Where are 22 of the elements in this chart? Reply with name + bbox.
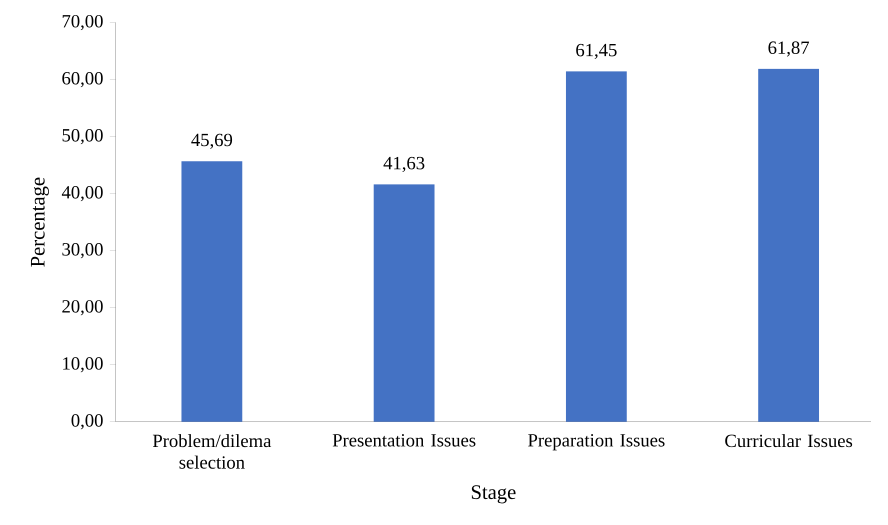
data-label: 45,69 (191, 134, 232, 150)
x-tick-label: Presentation Issues (332, 434, 476, 447)
data-label: 61,87 (768, 42, 810, 57)
x-tick-label: Preparation Issues (528, 434, 665, 450)
y-tick-label: 50,00 (62, 129, 103, 144)
y-tick-label: 40,00 (62, 186, 103, 202)
data-label: 41,63 (384, 156, 424, 172)
x-tick-label: Problem/dilema selection (152, 434, 272, 469)
bar (374, 184, 435, 422)
y-tick-label: 20,00 (62, 300, 103, 316)
y-tick-label: 10,00 (63, 357, 103, 372)
y-axis-title: Percentage (30, 178, 49, 267)
data-label: 61,45 (576, 44, 617, 60)
y-tick-label: 30,00 (62, 243, 103, 258)
bar (566, 71, 627, 422)
y-tick-label: 60,00 (62, 72, 103, 88)
y-tick-label: 0,00 (72, 414, 103, 430)
bar (758, 69, 820, 422)
x-tick-label: Curricular Issues (725, 434, 852, 448)
bar (181, 161, 242, 422)
x-axis-title: Stage (472, 485, 516, 504)
y-tick-label: 70,00 (62, 15, 103, 30)
